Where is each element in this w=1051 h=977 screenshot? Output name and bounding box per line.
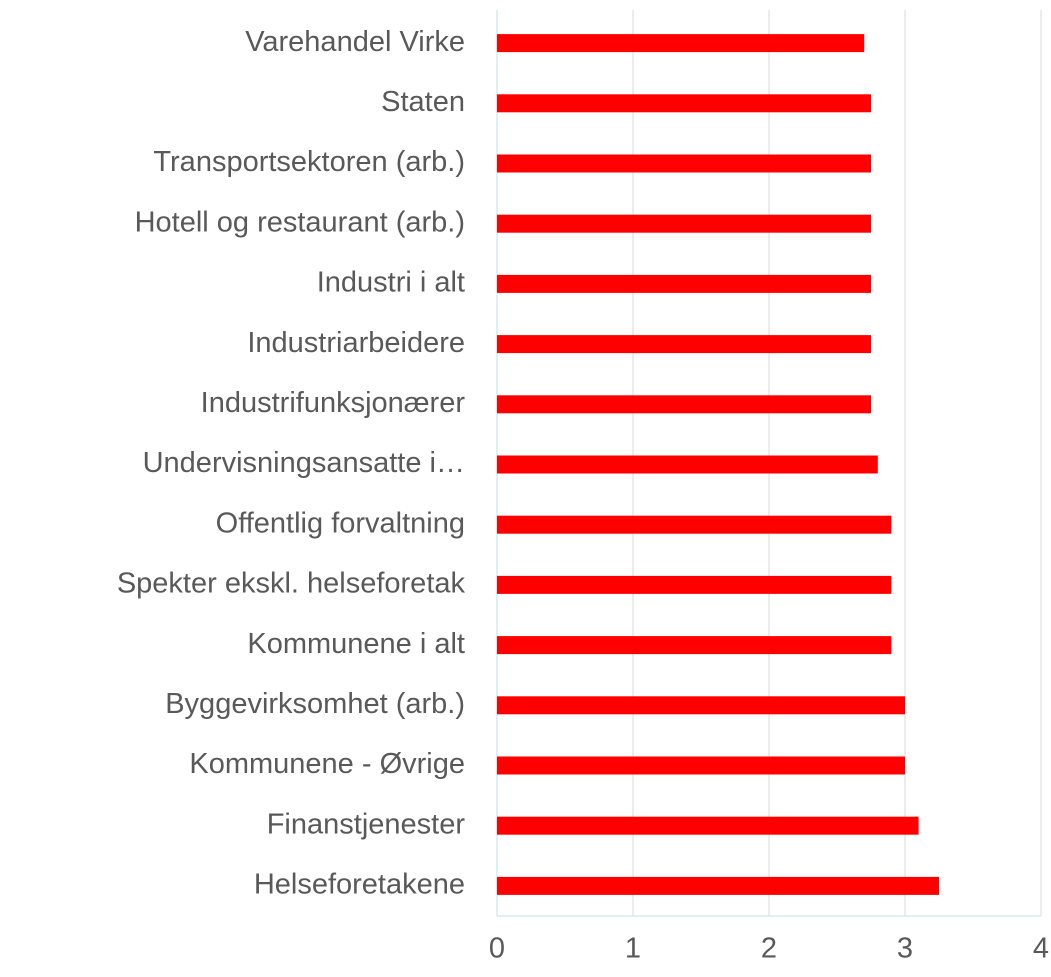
x-tick-label: 4 [1033, 933, 1049, 965]
bar [497, 636, 892, 655]
bar [497, 274, 871, 293]
y-tick-label: Industri i alt [317, 267, 465, 299]
y-tick-label: Finanstjenester [267, 808, 466, 840]
y-tick-label: Industrifunksjonærer [201, 387, 466, 419]
y-tick-label: Staten [381, 86, 465, 118]
x-tick-label: 3 [897, 933, 913, 965]
bar [497, 876, 939, 895]
x-tick-label: 1 [625, 933, 641, 965]
y-tick-label: Spekter ekskl. helseforetak [117, 568, 466, 600]
bar [497, 696, 905, 715]
bar [497, 94, 871, 113]
bar [497, 335, 871, 354]
y-tick-label: Hotell og restaurant (arb.) [135, 206, 465, 238]
bar [497, 575, 892, 594]
y-tick-label: Industriarbeidere [247, 327, 465, 359]
x-tick-label: 2 [761, 933, 777, 965]
bar [497, 816, 919, 835]
bar [497, 395, 871, 414]
x-tick-label: 0 [489, 933, 505, 965]
y-tick-label: Kommunene i alt [247, 628, 465, 660]
y-tick-label: Helseforetakene [254, 869, 465, 901]
y-tick-label: Byggevirksomhet (arb.) [165, 688, 465, 720]
bar [497, 515, 892, 534]
y-tick-label: Offentlig forvaltning [216, 507, 465, 539]
bar [497, 455, 878, 474]
y-tick-label: Kommunene - Øvrige [189, 748, 465, 780]
y-tick-label: Undervisningsansatte i… [143, 447, 465, 479]
y-tick-label: Transportsektoren (arb.) [153, 146, 465, 178]
bar [497, 154, 871, 173]
bar [497, 214, 871, 233]
bar [497, 34, 865, 53]
bar [497, 756, 905, 775]
y-tick-label: Varehandel Virke [245, 26, 465, 58]
